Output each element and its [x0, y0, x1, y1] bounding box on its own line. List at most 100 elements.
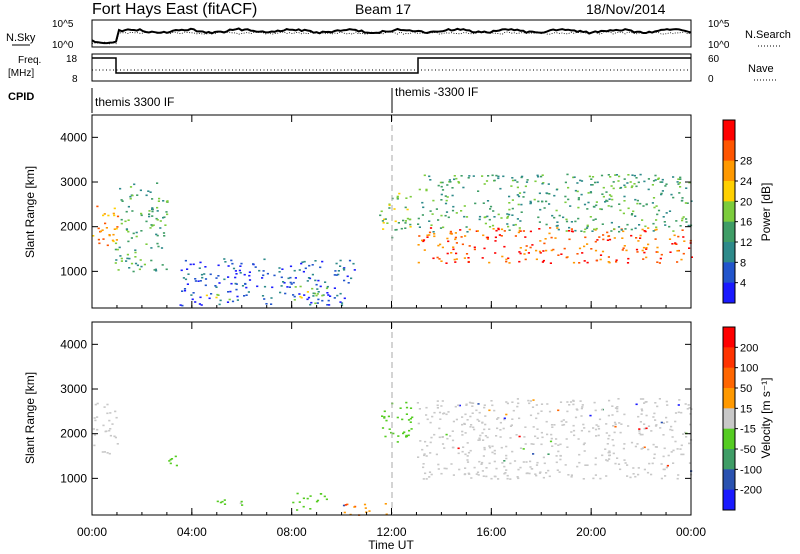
echo-cell — [605, 191, 608, 193]
echo-cell — [488, 409, 491, 412]
echo-cell — [191, 298, 194, 301]
echo-cell — [506, 223, 509, 225]
echo-cell — [676, 448, 679, 450]
echo-cell — [491, 224, 495, 227]
x-tick-label: 20:00 — [576, 525, 606, 539]
echo-cell — [596, 239, 599, 241]
echo-cell — [183, 288, 187, 290]
echo-cell — [241, 504, 244, 506]
echo-cell — [630, 441, 634, 444]
echo-cell — [396, 416, 399, 419]
echo-cell — [677, 183, 680, 185]
echo-cell — [605, 475, 608, 477]
echo-cell — [523, 436, 526, 438]
echo-cell — [151, 225, 154, 227]
echo-cell — [525, 461, 528, 463]
echo-cell — [457, 182, 461, 184]
colorbar-tick-label: 100 — [740, 363, 758, 375]
echo-cell — [111, 239, 114, 242]
echo-cell — [577, 217, 580, 220]
echo-cell — [278, 271, 281, 273]
echo-cell — [105, 227, 108, 229]
echo-cell — [656, 261, 659, 263]
echo-cell — [448, 179, 451, 181]
echo-cell — [429, 441, 432, 444]
echo-cell — [184, 278, 188, 281]
echo-cell — [478, 439, 481, 441]
echo-cell — [132, 232, 135, 235]
colorbar-tick-label: 8 — [740, 257, 746, 269]
echo-cell — [499, 187, 502, 190]
echo-cell — [611, 439, 614, 441]
echo-cell — [125, 210, 128, 213]
echo-cell — [553, 194, 556, 197]
echo-cell — [556, 221, 559, 223]
echo-cell — [576, 182, 579, 184]
echo-cell — [527, 252, 530, 254]
echo-cell — [198, 303, 201, 305]
echo-cell — [327, 294, 330, 296]
echo-cell — [221, 500, 224, 503]
echo-cell — [418, 235, 421, 237]
echo-cell — [296, 509, 299, 511]
echo-cell — [368, 510, 371, 512]
colorbar-frame — [722, 326, 736, 511]
echo-cell — [236, 295, 239, 298]
echo-cell — [580, 193, 583, 196]
echo-cell — [216, 500, 219, 503]
echo-cell — [383, 218, 386, 221]
echo-cell — [497, 175, 500, 178]
echo-cell — [263, 298, 266, 300]
echo-cell — [630, 228, 633, 231]
echo-cell — [626, 262, 630, 264]
echo-cell — [599, 258, 602, 261]
echo-cell — [468, 401, 472, 404]
echo-cell — [623, 459, 626, 461]
echo-cell — [558, 471, 561, 473]
echo-cell — [635, 185, 638, 188]
echo-cell — [228, 298, 231, 301]
echo-cell — [576, 190, 579, 193]
echo-cell — [454, 261, 457, 263]
echo-cell — [584, 228, 587, 231]
echo-cell — [610, 230, 613, 232]
echo-cell — [417, 261, 420, 264]
echo-cell — [493, 460, 496, 463]
echo-cell — [553, 424, 556, 426]
echo-cell — [400, 227, 403, 230]
echo-cell — [182, 277, 185, 279]
echo-cell — [688, 442, 691, 445]
echo-cell — [662, 455, 665, 458]
echo-cell — [409, 407, 413, 409]
echo-cell — [680, 258, 683, 261]
echo-cell — [653, 206, 656, 209]
echo-cell — [664, 185, 667, 187]
echo-cell — [569, 401, 573, 403]
echo-cell — [451, 187, 454, 189]
echo-cell — [635, 248, 639, 251]
echo-cell — [339, 292, 342, 295]
echo-cell — [572, 399, 575, 402]
echo-cell — [348, 259, 352, 262]
echo-cell — [436, 256, 439, 259]
echo-cell — [328, 304, 331, 306]
echo-cell — [430, 436, 433, 439]
cpid-panel: CPID themis 3300 IF themis -3300 IF — [8, 85, 478, 113]
echo-cell — [473, 428, 476, 431]
echo-cell — [559, 443, 562, 446]
echo-cell — [453, 175, 456, 177]
echo-cell — [620, 423, 623, 425]
echo-cell — [311, 264, 314, 266]
echo-cell — [115, 239, 118, 241]
echo-cell — [537, 175, 540, 178]
echo-cell — [184, 259, 187, 262]
y-tick-label: 4000 — [60, 337, 87, 351]
echo-cell — [608, 454, 611, 457]
echo-cell — [670, 425, 673, 428]
echo-cell — [488, 445, 491, 447]
echo-cell — [446, 252, 449, 255]
echo-cell — [175, 464, 178, 467]
echo-cell — [433, 411, 436, 414]
echo-cell — [616, 406, 619, 408]
echo-cell — [516, 218, 519, 220]
